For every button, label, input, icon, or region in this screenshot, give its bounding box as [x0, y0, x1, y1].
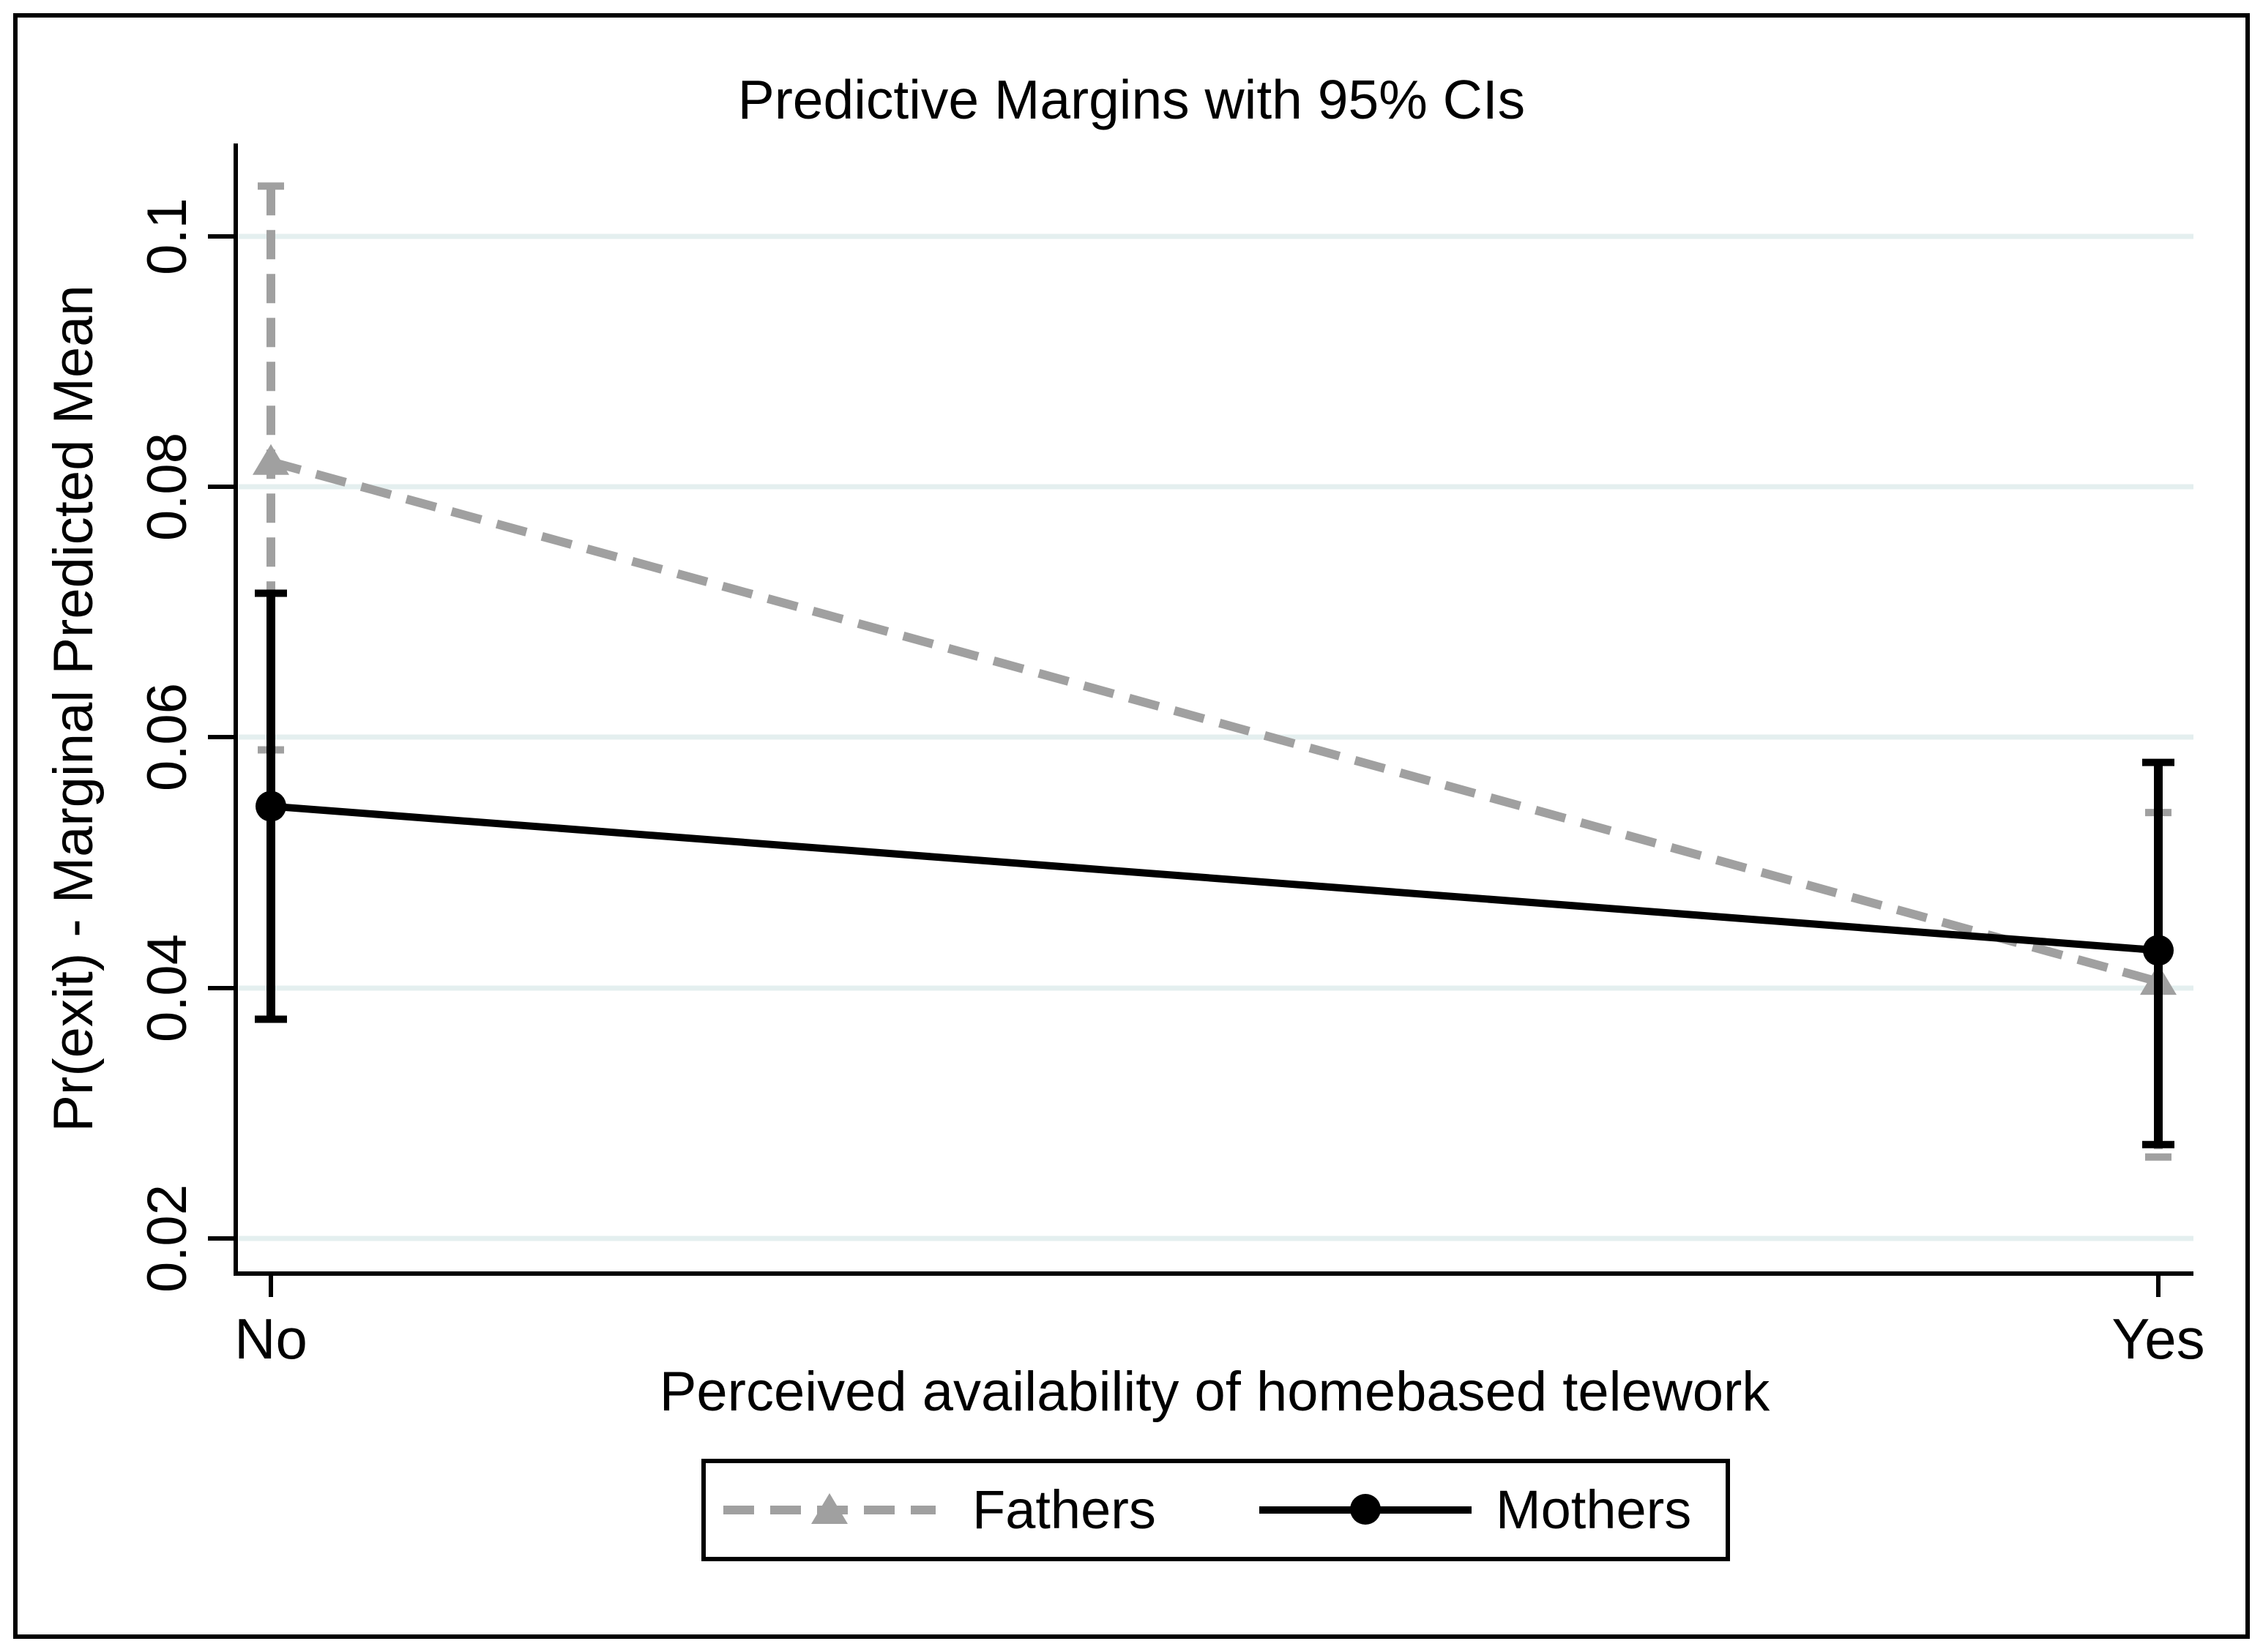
chart-title: Predictive Margins with 95% CIs — [737, 69, 1526, 130]
legend-sample-mothers — [1259, 1494, 1472, 1525]
series-line-fathers — [269, 457, 2160, 986]
y-tick-label: 0.06 — [136, 683, 198, 791]
legend-label-mothers: Mothers — [1496, 1479, 1692, 1540]
figure-border — [13, 13, 2250, 1639]
x-axis-title: Perceived availability of homebased tele… — [659, 1361, 1770, 1423]
legend-sample-fathers — [723, 1493, 936, 1524]
marker-circle-mothers — [256, 791, 286, 822]
y-axis-title: Pr(exit) - Marginal Predicted Mean — [42, 285, 105, 1132]
marker-circle-mothers — [2143, 935, 2174, 966]
y-tick-label: 0.02 — [136, 1184, 198, 1293]
circle-marker-icon — [1350, 1494, 1381, 1525]
x-tick-label: No — [234, 1307, 307, 1371]
legend: Fathers Mothers — [701, 1459, 1730, 1561]
y-tick-label: 0.1 — [136, 198, 198, 275]
x-tick-label: Yes — [2111, 1307, 2204, 1371]
marker-triangle-fathers — [253, 444, 289, 475]
y-tick-label: 0.04 — [136, 934, 198, 1042]
series-line-mothers — [270, 802, 2159, 954]
triangle-marker-icon — [811, 1493, 848, 1524]
legend-label-fathers: Fathers — [972, 1479, 1156, 1540]
y-tick-label: 0.08 — [136, 433, 198, 541]
